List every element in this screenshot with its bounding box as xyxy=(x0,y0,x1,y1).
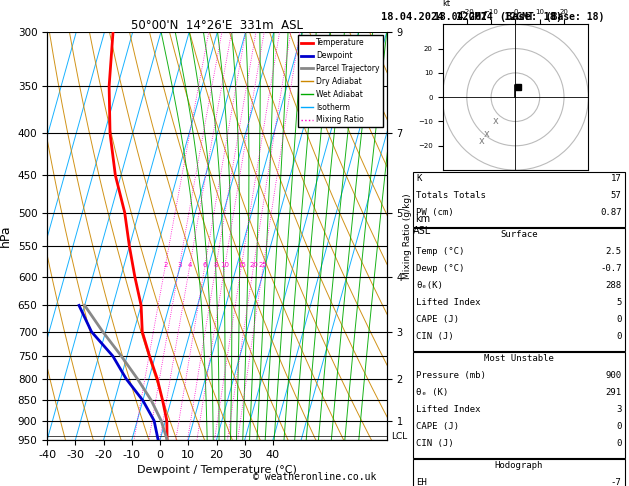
Text: 0: 0 xyxy=(616,332,621,341)
Text: 25: 25 xyxy=(259,262,268,268)
Text: EH: EH xyxy=(416,478,427,486)
Text: K: K xyxy=(416,174,422,183)
Text: x: x xyxy=(493,117,499,126)
Text: 4: 4 xyxy=(187,262,192,268)
Text: 291: 291 xyxy=(605,388,621,397)
Text: 0: 0 xyxy=(616,315,621,324)
Legend: Temperature, Dewpoint, Parcel Trajectory, Dry Adiabat, Wet Adiabat, Isotherm, Mi: Temperature, Dewpoint, Parcel Trajectory… xyxy=(298,35,383,127)
Text: CAPE (J): CAPE (J) xyxy=(416,315,459,324)
Text: θₑ(K): θₑ(K) xyxy=(416,281,443,290)
Text: © weatheronline.co.uk: © weatheronline.co.uk xyxy=(253,472,376,482)
X-axis label: Dewpoint / Temperature (°C): Dewpoint / Temperature (°C) xyxy=(137,465,297,475)
Text: 18.04.2024  12GMT  (Base: 18): 18.04.2024 12GMT (Base: 18) xyxy=(434,12,604,22)
Text: 10: 10 xyxy=(221,262,230,268)
Title: 50°00'N  14°26'E  331m  ASL: 50°00'N 14°26'E 331m ASL xyxy=(131,18,303,32)
Text: 15: 15 xyxy=(237,262,246,268)
Text: Lifted Index: Lifted Index xyxy=(416,298,481,307)
Text: Mixing Ratio (g/kg): Mixing Ratio (g/kg) xyxy=(403,193,411,278)
Text: Totals Totals: Totals Totals xyxy=(416,191,486,200)
Text: Most Unstable: Most Unstable xyxy=(484,354,554,363)
Text: kt: kt xyxy=(443,0,450,8)
Text: 8: 8 xyxy=(214,262,218,268)
Text: 17: 17 xyxy=(611,174,621,183)
Text: 2.5: 2.5 xyxy=(605,247,621,256)
Text: PW (cm): PW (cm) xyxy=(416,208,454,217)
Text: 288: 288 xyxy=(605,281,621,290)
Text: 6: 6 xyxy=(203,262,208,268)
Text: LCL: LCL xyxy=(391,432,407,441)
Text: Hodograph: Hodograph xyxy=(495,461,543,470)
Text: Pressure (mb): Pressure (mb) xyxy=(416,371,486,380)
Text: 18.04.2024  12GMT  (Base: 18): 18.04.2024 12GMT (Base: 18) xyxy=(381,12,562,22)
Text: -7: -7 xyxy=(611,478,621,486)
Text: Lifted Index: Lifted Index xyxy=(416,405,481,414)
Text: θₑ (K): θₑ (K) xyxy=(416,388,448,397)
Text: 5: 5 xyxy=(616,298,621,307)
Text: 900: 900 xyxy=(605,371,621,380)
Text: x: x xyxy=(479,136,484,146)
Text: 0: 0 xyxy=(616,439,621,448)
Text: 2: 2 xyxy=(164,262,168,268)
Text: Surface: Surface xyxy=(500,230,538,239)
Text: 3: 3 xyxy=(616,405,621,414)
Text: -0.7: -0.7 xyxy=(600,264,621,273)
Y-axis label: hPa: hPa xyxy=(0,225,12,247)
Text: CAPE (J): CAPE (J) xyxy=(416,422,459,431)
Text: Dewp (°C): Dewp (°C) xyxy=(416,264,465,273)
Text: Temp (°C): Temp (°C) xyxy=(416,247,465,256)
Text: 3: 3 xyxy=(177,262,182,268)
Text: x: x xyxy=(483,129,489,139)
Text: CIN (J): CIN (J) xyxy=(416,439,454,448)
Text: 0: 0 xyxy=(616,422,621,431)
Text: CIN (J): CIN (J) xyxy=(416,332,454,341)
Text: 20: 20 xyxy=(249,262,258,268)
Text: 0.87: 0.87 xyxy=(600,208,621,217)
Text: 57: 57 xyxy=(611,191,621,200)
Y-axis label: km
ASL: km ASL xyxy=(413,214,431,236)
